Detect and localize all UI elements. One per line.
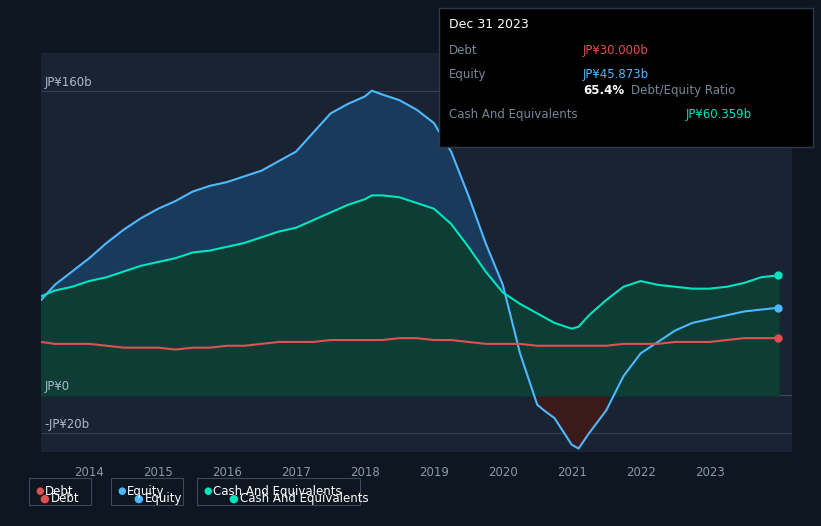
Text: ●: ● — [117, 486, 126, 497]
Text: Equity: Equity — [449, 68, 487, 82]
Text: Equity: Equity — [127, 485, 165, 498]
Text: Debt: Debt — [449, 44, 478, 57]
Text: ●: ● — [134, 493, 144, 504]
Text: 65.4%: 65.4% — [583, 84, 624, 97]
Text: Debt: Debt — [45, 485, 74, 498]
Text: JP¥0: JP¥0 — [45, 380, 70, 393]
Text: ●: ● — [204, 486, 212, 497]
Text: ●: ● — [228, 493, 238, 504]
Text: JP¥30.000b: JP¥30.000b — [583, 44, 649, 57]
Text: ●: ● — [35, 486, 44, 497]
Text: Cash And Equivalents: Cash And Equivalents — [213, 485, 342, 498]
Text: ●: ● — [39, 493, 49, 504]
Text: JP¥60.359b: JP¥60.359b — [686, 108, 752, 122]
Text: -JP¥20b: -JP¥20b — [45, 418, 90, 431]
Text: JP¥45.873b: JP¥45.873b — [583, 68, 649, 82]
Text: Equity: Equity — [145, 492, 183, 505]
Text: Cash And Equivalents: Cash And Equivalents — [240, 492, 369, 505]
Text: Dec 31 2023: Dec 31 2023 — [449, 18, 529, 31]
Text: Cash And Equivalents: Cash And Equivalents — [449, 108, 578, 122]
Text: JP¥160b: JP¥160b — [45, 76, 93, 89]
Text: Debt/Equity Ratio: Debt/Equity Ratio — [631, 84, 735, 97]
Text: Debt: Debt — [51, 492, 80, 505]
